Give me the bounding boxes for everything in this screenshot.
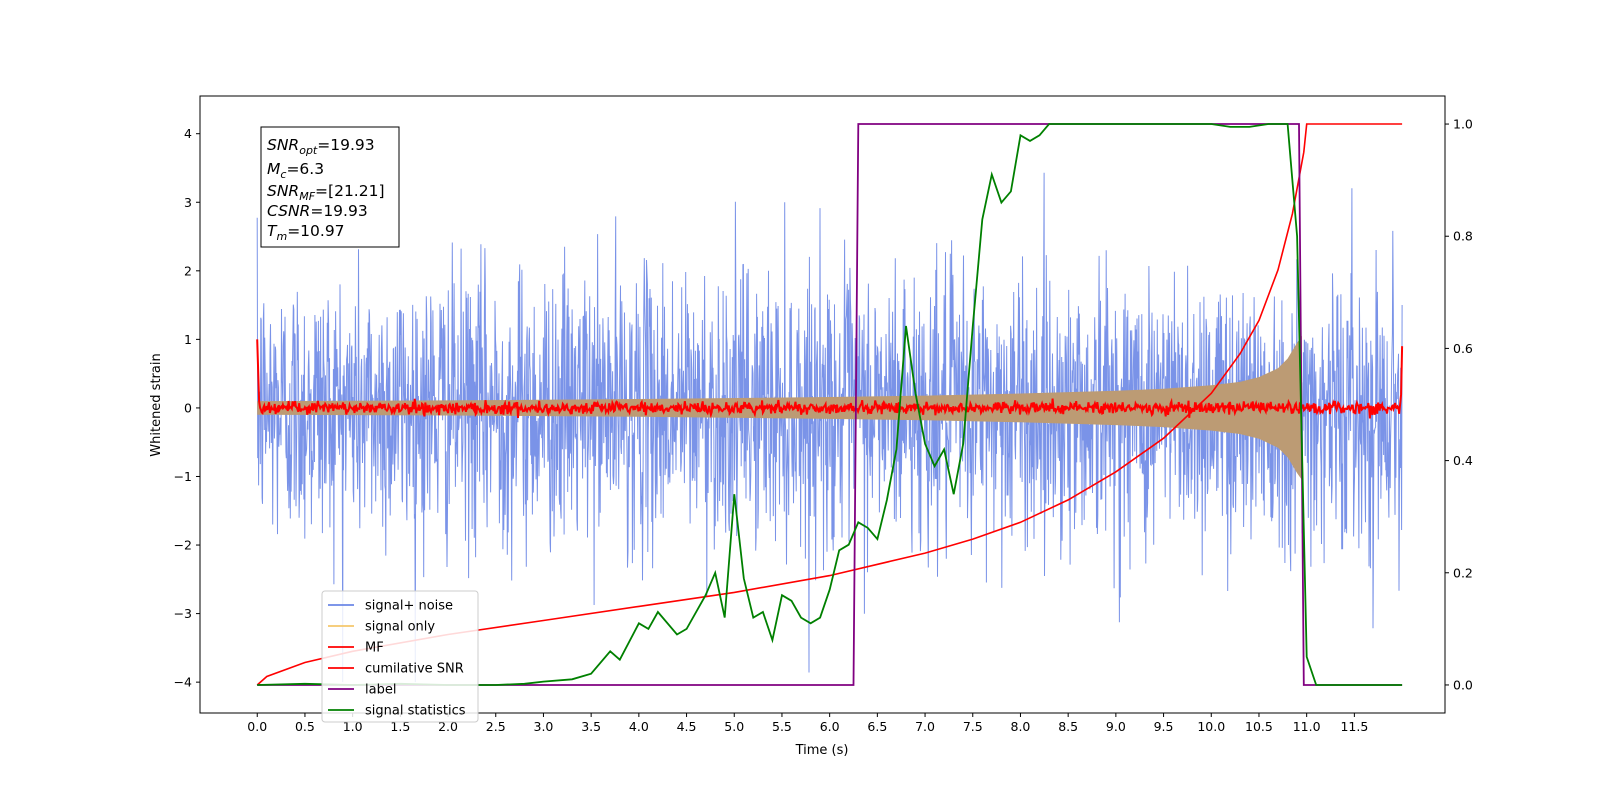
annotation-mc: Mc=6.3 — [267, 160, 324, 181]
series-mf — [256, 339, 1404, 419]
x-tick-label: 5.5 — [772, 719, 792, 734]
y-axis-right: 0.0 0.2 0.4 0.6 0.8 1.0 — [1445, 117, 1473, 692]
legend-label: label — [365, 683, 396, 698]
x-tick-label: 10.5 — [1245, 719, 1273, 734]
y-tick-label-left: 3 — [184, 195, 192, 210]
y-tick-label-right: 0.4 — [1453, 453, 1473, 468]
y-tick-label-right: 0.6 — [1453, 341, 1473, 356]
x-tick-label: 0.5 — [295, 719, 315, 734]
x-axis: 0.0 0.5 1.0 1.5 2.0 2.5 3.0 3.5 4.0 4.5 5.0 5.5 6.0 6… — [247, 713, 1368, 734]
annotation-tm: Tm=10.97 — [267, 222, 345, 243]
y-tick-label-left: −3 — [174, 606, 192, 621]
x-tick-label: 3.5 — [581, 719, 601, 734]
x-tick-label: 6.5 — [867, 719, 887, 734]
annotation-csnr: CSNR=19.93 — [267, 202, 368, 220]
annotation-snr-opt: SNRopt=19.93 — [267, 136, 375, 157]
x-tick-label: 8.0 — [1011, 719, 1031, 734]
x-tick-label: 11.5 — [1340, 719, 1368, 734]
x-tick-label: 4.0 — [629, 719, 649, 734]
y-tick-label-left: 4 — [184, 126, 192, 141]
legend-label: cumilative SNR — [365, 662, 464, 677]
x-tick-label: 4.5 — [677, 719, 697, 734]
legend-label: signal+ noise — [365, 599, 453, 614]
annotation-box: SNRopt=19.93 Mc=6.3 SNRMF=[21.21] CSNR=1… — [260, 126, 400, 248]
y-axis-left: −4 −3 −2 −1 0 1 2 3 4 — [174, 126, 200, 690]
y-tick-label-left: 2 — [184, 263, 192, 278]
x-tick-label: 7.5 — [963, 719, 983, 734]
y-tick-label-left: 1 — [184, 332, 192, 347]
x-tick-label: 2.5 — [486, 719, 506, 734]
y-tick-label-left: −4 — [174, 675, 192, 690]
x-axis-label: Time (s) — [795, 743, 849, 758]
series-signal-noise — [256, 172, 1403, 683]
series-signal-statistics — [257, 123, 1403, 686]
y-tick-label-right: 0.0 — [1453, 677, 1473, 692]
legend-label: signal statistics — [365, 704, 466, 719]
x-tick-label: 8.5 — [1058, 719, 1078, 734]
x-tick-label: 10.0 — [1197, 719, 1225, 734]
axes-frame — [199, 95, 1446, 714]
x-tick-label: 9.5 — [1154, 719, 1174, 734]
annotation-snr-mf: SNRMF=[21.21] — [267, 182, 385, 203]
legend: signal+ noise signal only MF cumilative SNR… — [321, 590, 479, 723]
y-tick-label-right: 0.2 — [1453, 565, 1473, 580]
y-tick-label-left: 0 — [184, 400, 192, 415]
x-tick-label: 1.0 — [343, 719, 363, 734]
legend-label: MF — [365, 641, 384, 656]
y-axis-label: Whitened strain — [149, 353, 164, 456]
y-tick-label-right: 1.0 — [1453, 117, 1473, 132]
y-tick-label-left: −2 — [174, 538, 192, 553]
x-tick-label: 3.0 — [534, 719, 554, 734]
legend-label: signal only — [365, 620, 435, 635]
x-tick-label: 2.0 — [438, 719, 458, 734]
x-tick-label: 6.0 — [820, 719, 840, 734]
x-tick-label: 5.0 — [724, 719, 744, 734]
x-tick-label: 9.0 — [1106, 719, 1126, 734]
y-tick-label-left: −1 — [174, 469, 192, 484]
y-tick-label-right: 0.8 — [1453, 229, 1473, 244]
x-tick-label: 0.0 — [247, 719, 267, 734]
x-tick-label: 7.0 — [915, 719, 935, 734]
x-tick-label: 11.0 — [1293, 719, 1321, 734]
x-tick-label: 1.5 — [390, 719, 410, 734]
